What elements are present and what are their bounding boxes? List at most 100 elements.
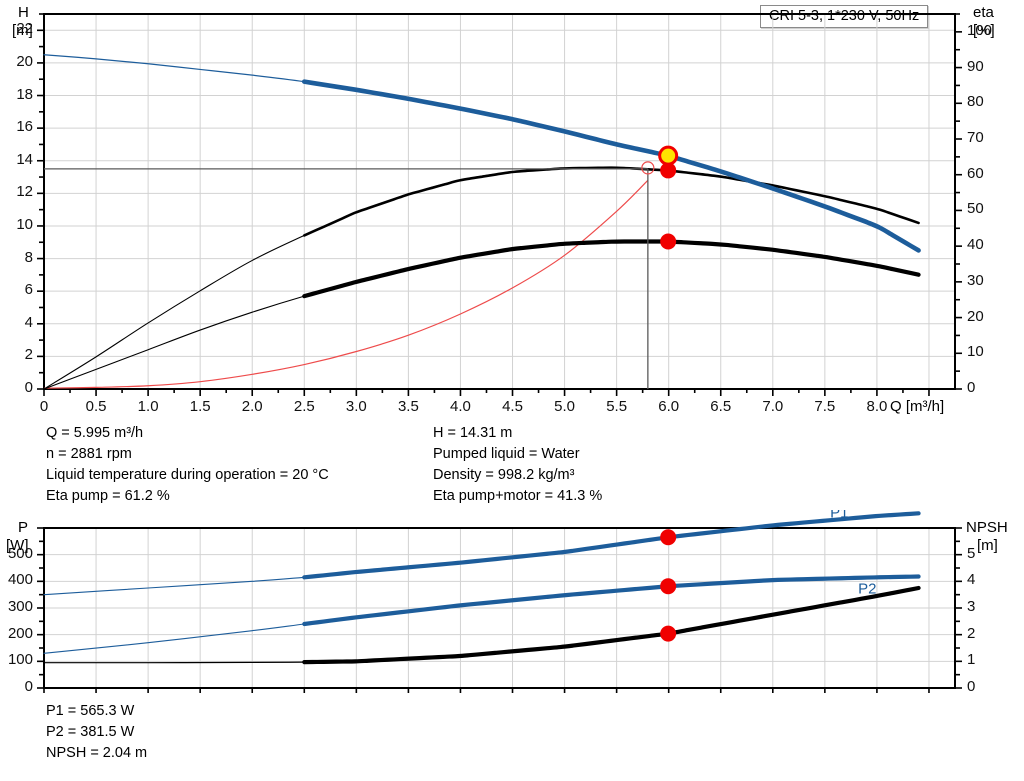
- top-left-tick-6: 6: [24, 281, 33, 299]
- top-left-axis-name: H: [18, 4, 29, 21]
- readout-top-col1-line-3: Liquid temperature during operation = 20…: [46, 467, 329, 483]
- top-left-tick-16: 16: [16, 118, 33, 136]
- curve-thick-Eta pump+motor: [302, 239, 921, 299]
- readout-top-col2-line-2: Pumped liquid = Water: [433, 446, 580, 462]
- bottom-right-axis-name: NPSH: [966, 519, 1008, 536]
- top-left-tick-8: 8: [24, 248, 33, 266]
- curve-thick-H (head): [301, 79, 921, 253]
- readout-top-col2-line-3: Density = 998.2 kg/m³: [433, 467, 575, 483]
- top-left-tick-0: 0: [24, 379, 33, 396]
- top-right-axis-title: eta: [973, 4, 994, 22]
- top-chart-svg: [37, 13, 962, 396]
- top-right-tick-40: 40: [967, 236, 984, 254]
- top-x-tick-1.5: 1.5: [189, 398, 211, 415]
- bottom-right-axis-unit: [m]: [977, 537, 998, 554]
- top-x-tick-8.0: 8.0: [866, 398, 888, 415]
- readout-bottom-line-2: P2 = 381.5 W: [46, 724, 135, 740]
- top-x-axis-title: Q [m³/h]: [890, 398, 945, 415]
- bottom-chart-svg: P1 P2: [37, 510, 962, 693]
- top-x-tick-7.0: 7.0: [762, 398, 784, 415]
- curve-P2: [43, 575, 920, 654]
- top-x-tick-5.0: 5.0: [554, 398, 575, 415]
- curve-Eta pump+motor: [43, 240, 920, 390]
- curve-H (head): [43, 54, 920, 252]
- top-x-tick-3.0: 3.0: [345, 398, 367, 415]
- readout-top-col1-line-4: Eta pump = 61.2 %: [46, 488, 170, 504]
- readout-top-col1-line-1: Q = 5.995 m³/h: [46, 425, 144, 441]
- curve-thick-P1: [302, 511, 921, 580]
- duty-point-marker: [658, 145, 679, 166]
- bottom-right-tick-4: 4: [967, 571, 976, 589]
- top-left-axis-unit: [m]: [12, 22, 33, 39]
- readout-top-col1-line-2: n = 2881 rpm: [46, 446, 132, 462]
- readout-bottom-line-1: P1 = 565.3 W: [46, 703, 135, 719]
- top-x-tick-6.5: 6.5: [710, 398, 732, 415]
- bottom-left-axis-unit-wrap: [W]: [6, 537, 29, 555]
- curve-thick-P2: [302, 574, 921, 627]
- readout-bottom-line-3: NPSH = 2.04 m: [46, 745, 148, 761]
- curve-thick-Eta pump: [302, 166, 920, 237]
- duty-dot-p1: [660, 529, 677, 546]
- top-right-axis-name: eta: [973, 4, 994, 21]
- top-right-axis-unit: [%]: [973, 22, 995, 39]
- bottom-left-tick-0: 0: [24, 678, 33, 695]
- top-left-axis-unit-wrap: [m]: [12, 22, 33, 40]
- top-x-tick-1.0: 1.0: [137, 398, 159, 415]
- top-x-tick-0: 0: [39, 398, 49, 415]
- top-left-tick-10: 10: [16, 215, 33, 233]
- top-x-tick-5.5: 5.5: [606, 398, 628, 415]
- top-left-tick-18: 18: [16, 85, 33, 103]
- top-x-tick-0.5: 0.5: [85, 398, 107, 415]
- curve-NPSH: [43, 587, 920, 664]
- curve-Eta pump: [43, 166, 920, 390]
- bottom-left-axis-title: P: [18, 519, 28, 537]
- bottom-right-axis-title: NPSH: [966, 519, 1008, 537]
- bottom-left-tick-300: 300: [7, 598, 33, 615]
- bottom-left-tick-100: 100: [7, 651, 33, 669]
- duty-dot-eta-pump: [660, 162, 677, 179]
- pump-model-title: CRI 5-3, 1*230 V, 50Hz: [760, 5, 929, 28]
- top-left-tick-22: 22: [16, 20, 33, 38]
- duty-dot-p2: [660, 578, 677, 595]
- top-right-tick-70: 70: [967, 129, 984, 146]
- top-right-axis-unit-wrap: [%]: [973, 22, 995, 40]
- top-left-axis-title: H: [18, 4, 29, 22]
- bottom-right-tick-5: 5: [967, 544, 976, 562]
- top-x-tick-2.0: 2.0: [241, 398, 263, 415]
- bottom-right-tick-2: 2: [967, 624, 976, 642]
- bottom-left-axis-unit: [W]: [6, 537, 29, 554]
- top-x-tick-4.0: 4.0: [450, 398, 471, 415]
- top-x-tick-2.5: 2.5: [293, 398, 315, 415]
- top-right-tick-100: 100: [967, 21, 993, 39]
- top-x-tick-6.0: 6.0: [658, 398, 680, 415]
- top-x-tick-3.5: 3.5: [397, 398, 419, 415]
- top-right-tick-20: 20: [967, 307, 984, 325]
- bottom-right-tick-3: 3: [967, 598, 976, 615]
- top-left-tick-20: 20: [16, 52, 33, 70]
- curve-thick-NPSH: [302, 585, 921, 665]
- duty-dot-eta-pump-motor: [660, 233, 677, 250]
- top-right-tick-10: 10: [967, 343, 984, 361]
- readout-top-col2-line-1: H = 14.31 m: [433, 425, 513, 441]
- bottom-left-tick-500: 500: [7, 544, 33, 562]
- curve-npsh-red: [43, 179, 649, 389]
- top-right-tick-60: 60: [967, 164, 984, 182]
- npsh-intersection-marker: [641, 161, 655, 175]
- top-left-tick-12: 12: [16, 183, 33, 201]
- bottom-left-tick-400: 400: [7, 571, 33, 589]
- curve-label-p1: P1: [830, 510, 848, 521]
- top-x-tick-7.5: 7.5: [814, 398, 836, 415]
- readout-top-col2-line-4: Eta pump+motor = 41.3 %: [433, 488, 603, 504]
- curve-label-p2: P2: [858, 580, 876, 597]
- top-left-tick-2: 2: [24, 346, 33, 364]
- top-right-tick-90: 90: [967, 57, 984, 75]
- bottom-right-tick-1: 1: [967, 651, 976, 669]
- top-left-tick-14: 14: [16, 150, 33, 168]
- top-right-tick-0: 0: [967, 379, 976, 396]
- top-x-tick-4.5: 4.5: [502, 398, 523, 415]
- bottom-left-tick-200: 200: [7, 624, 33, 642]
- top-right-tick-80: 80: [967, 93, 984, 111]
- bottom-left-axis-name: P: [18, 519, 29, 536]
- top-right-tick-50: 50: [967, 200, 984, 218]
